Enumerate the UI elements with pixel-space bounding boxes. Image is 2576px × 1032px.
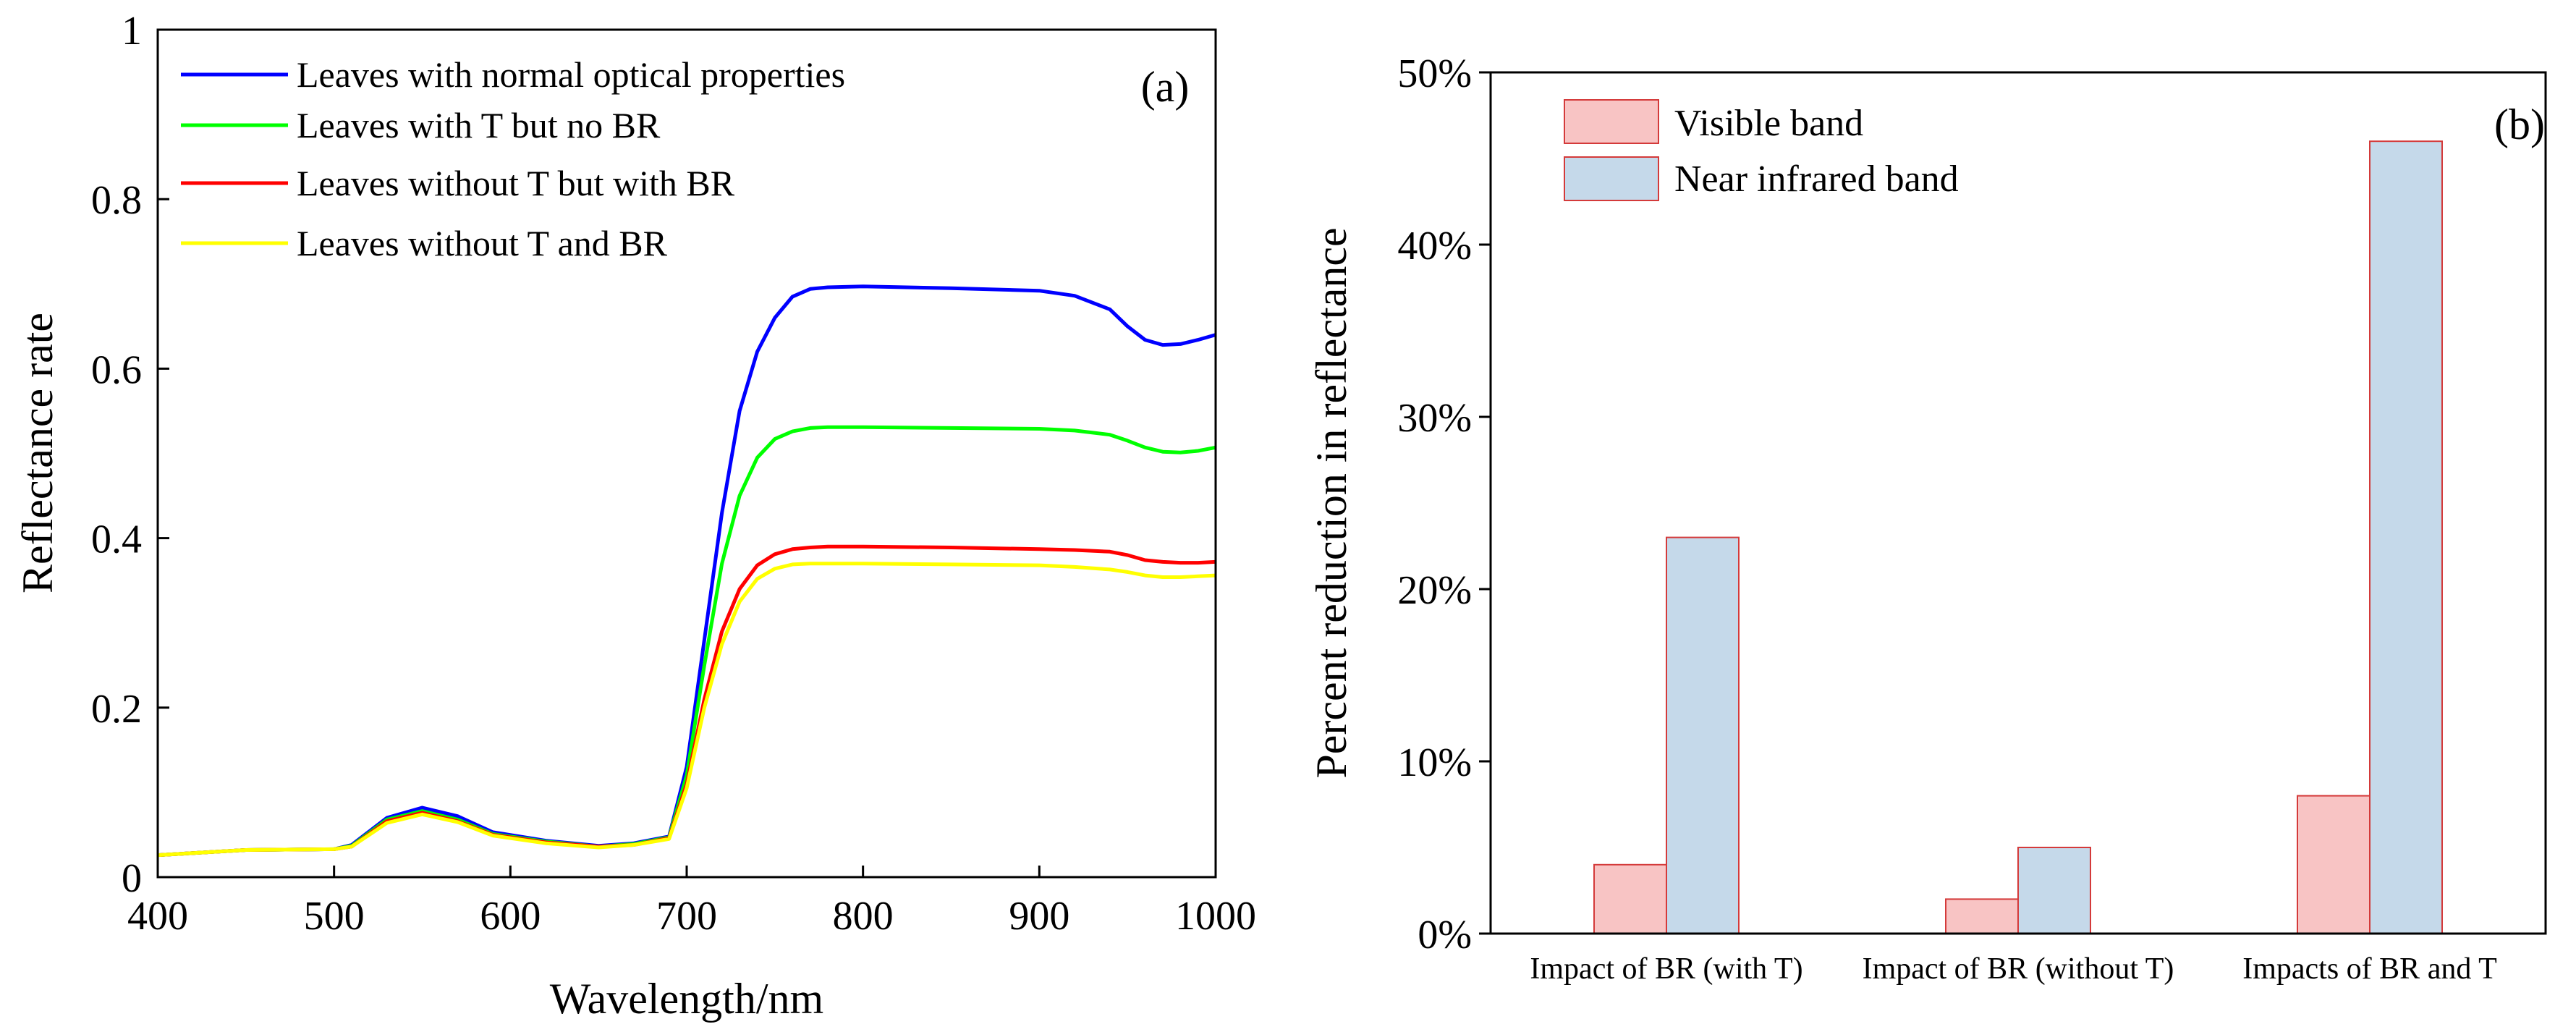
panel-b-legend: Visible band Near infrared band — [1564, 99, 1959, 201]
panel-b-y-axis-label: Percent reduction in reflectance — [1308, 227, 1355, 778]
legend-label-visible-band: Visible band — [1674, 103, 1863, 144]
panel-a-label: (a) — [1141, 63, 1190, 111]
legend-label-near-infrared-band: Near infrared band — [1674, 158, 1959, 200]
bar-nir-2 — [2369, 140, 2443, 935]
bar-visible-0 — [1593, 863, 1667, 935]
x-tick-label: 800 — [833, 894, 894, 939]
panel-a-x-ticks: 400 500 600 700 800 900 1000 — [127, 866, 1256, 939]
panel-a-series-lines — [157, 284, 1216, 858]
legend-label-no-t-br: Leaves without T but with BR — [297, 163, 735, 203]
x-tick-label: 400 — [127, 894, 188, 939]
y-tick-label: 0.6 — [91, 347, 142, 392]
y-tick-label: 10% — [1397, 740, 1472, 785]
series-line-3 — [157, 562, 1216, 858]
bar-visible-2 — [2297, 795, 2370, 934]
y-tick-label: 50% — [1397, 51, 1472, 96]
y-tick-label: 30% — [1397, 396, 1472, 441]
panel-b-bars — [1593, 140, 2443, 935]
category-label: Impacts of BR and T — [2242, 952, 2497, 986]
y-tick-label: 0.2 — [91, 687, 142, 732]
y-tick-label: 20% — [1397, 568, 1472, 613]
panel-b-bar-chart: 0%10%20%30%40%50% Impact of BR (with T) I… — [1308, 51, 2547, 986]
y-tick-label: 40% — [1397, 224, 1472, 268]
legend-swatch-visible-band — [1564, 99, 1659, 144]
category-label: Impact of BR (without T) — [1863, 952, 2174, 986]
panel-a-plot-frame — [156, 28, 1217, 879]
panel-b-y-ticks: 0% 10% 20% 30% 40% 50% — [1397, 51, 1491, 957]
panel-a-y-ticks: 0 0.2 0.4 0.6 0.8 1 — [91, 9, 169, 901]
panel-b-label: (b) — [2494, 101, 2545, 148]
panel-a-y-axis-label: Reflectance rate — [14, 313, 62, 593]
panel-a-line-chart: 400 500 600 700 800 900 1000 0 0.2 0.4 0.6 0.8 1 Wa… — [14, 9, 1256, 1023]
legend-label-normal: Leaves with normal optical properties — [297, 54, 845, 95]
panel-b-plot-frame — [1489, 71, 2547, 935]
x-tick-label: 900 — [1009, 894, 1069, 939]
legend-swatch-near-infrared-band — [1564, 156, 1659, 201]
series-line-0 — [157, 284, 1216, 858]
y-tick-label: 0.8 — [91, 178, 142, 223]
panel-b-category-labels: Impact of BR (with T) Impact of BR (witho… — [1530, 952, 2496, 986]
y-tick-label: 0.4 — [91, 517, 142, 562]
category-label: Impact of BR (with T) — [1530, 952, 1802, 986]
y-tick-label: 0% — [1418, 913, 1472, 957]
panel-a-legend: Leaves with normal optical properties Le… — [181, 54, 845, 263]
panel-a-x-axis-label: Wavelength/nm — [550, 975, 823, 1023]
legend-label-t-no-br: Leaves with T but no BR — [297, 105, 661, 145]
bar-visible-1 — [1945, 898, 2019, 935]
x-tick-label: 600 — [480, 894, 541, 939]
bar-nir-1 — [2017, 847, 2091, 934]
legend-label-no-t-no-br: Leaves without T and BR — [297, 223, 668, 263]
y-tick-label: 1 — [122, 9, 142, 54]
x-tick-label: 1000 — [1175, 894, 1256, 939]
series-line-2 — [157, 544, 1216, 858]
bar-nir-0 — [1666, 536, 1740, 934]
x-tick-label: 500 — [304, 894, 365, 939]
x-tick-label: 700 — [656, 894, 717, 939]
y-tick-label: 0 — [122, 856, 142, 901]
